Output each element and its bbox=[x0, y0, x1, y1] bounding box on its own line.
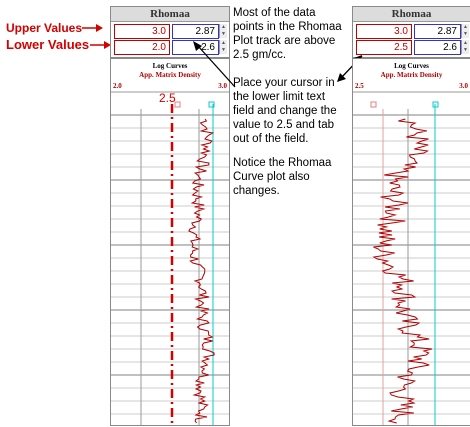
cutoff-marker-label: 2.5 bbox=[159, 91, 176, 105]
left-rhomaa-header-panel: Rhomaa 3.0 2.87 ▲ ▼ 2.0 2.6 ▲ ▼ bbox=[110, 6, 230, 58]
right-upper-spinner[interactable]: ▲ ▼ bbox=[461, 24, 469, 38]
left-scale-max: 3.0 bbox=[218, 82, 227, 90]
right-curve-name: App. Matrix Density bbox=[380, 71, 443, 79]
upper-values-label: Upper Values bbox=[6, 21, 83, 35]
lower-values-label: Lower Values bbox=[6, 37, 90, 52]
left-log-curves-title: Log Curves bbox=[152, 62, 188, 70]
left-lower-low-field[interactable]: 2.0 bbox=[114, 40, 170, 55]
left-upper-low-field[interactable]: 3.0 bbox=[114, 24, 170, 39]
right-upper-low-field[interactable]: 3.0 bbox=[356, 24, 412, 39]
pointer-arrow-icon bbox=[193, 41, 236, 88]
upper-arrow-icon bbox=[82, 24, 103, 32]
left-scale-min: 2.0 bbox=[113, 82, 122, 90]
left-curve-name: App. Matrix Density bbox=[139, 71, 201, 79]
left-lower-high-field[interactable]: 2.6 bbox=[172, 40, 219, 55]
left-rhomaa-title: Rhomaa bbox=[111, 7, 229, 22]
note-change-value: Place your cursor in the lower limit tex… bbox=[233, 77, 337, 145]
right-log-track: Log Curves App. Matrix Density 2.5 3.0 bbox=[352, 58, 470, 426]
right-scale-min: 2.5 bbox=[355, 82, 364, 90]
right-lower-high-field[interactable]: 2.6 bbox=[414, 40, 461, 55]
note-data-points: Most of the data points in the Rhomaa Pl… bbox=[233, 7, 342, 61]
left-log-track: Log Curves App. Matrix Density 2.0 3.0 bbox=[110, 58, 230, 426]
note-curve-changes: Notice the Rhomaa Curve plot also change… bbox=[233, 157, 332, 197]
right-lower-spinner[interactable]: ▲ ▼ bbox=[461, 40, 469, 54]
right-lower-low-field[interactable]: 2.5 bbox=[356, 40, 412, 55]
left-upper-high-field[interactable]: 2.87 bbox=[172, 24, 219, 39]
left-lower-spinner[interactable]: ▲ ▼ bbox=[219, 40, 227, 54]
right-upper-high-field[interactable]: 2.87 bbox=[414, 24, 461, 39]
right-curve-plot bbox=[353, 91, 470, 425]
right-scale-max: 3.0 bbox=[459, 82, 468, 90]
lower-arrow-icon bbox=[90, 41, 111, 49]
left-upper-spinner[interactable]: ▲ ▼ bbox=[219, 24, 227, 38]
instruction-notes: Most of the data points in the Rhomaa Pl… bbox=[233, 6, 345, 208]
right-rhomaa-header-panel: Rhomaa 3.0 2.87 ▲ ▼ 2.5 2.6 ▲ ▼ bbox=[352, 6, 470, 58]
right-log-curves-title: Log Curves bbox=[394, 62, 429, 70]
right-rhomaa-title: Rhomaa bbox=[353, 7, 470, 22]
left-curve-plot bbox=[111, 91, 229, 425]
